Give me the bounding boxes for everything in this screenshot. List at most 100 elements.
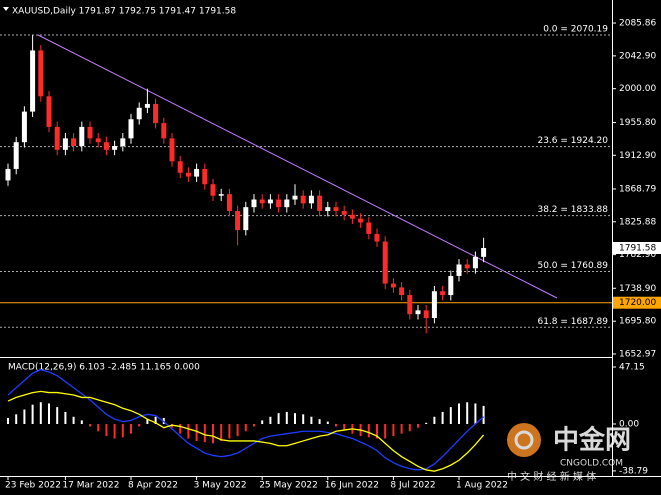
title-icon: [3, 7, 9, 11]
candle-body: [456, 264, 462, 276]
watermark-brand: 中金网: [553, 425, 631, 456]
candle-body: [46, 96, 52, 127]
candle-body: [382, 241, 388, 284]
candle-body: [300, 195, 306, 204]
y-tick-label: 2042.90: [619, 51, 656, 61]
candle-body: [284, 199, 290, 208]
candle-body: [161, 123, 167, 139]
candle-body: [292, 195, 298, 200]
candle-body: [390, 283, 396, 288]
candle-body: [267, 199, 273, 204]
candle-body: [62, 138, 68, 150]
watermark-logo: [507, 423, 541, 457]
y-tick-label: 1868.79: [619, 184, 656, 194]
last-price-box: [613, 241, 661, 254]
candle-body: [87, 126, 93, 139]
candle-body: [407, 295, 413, 315]
candle-body: [194, 168, 200, 177]
candle-body: [54, 126, 60, 150]
candle-body: [317, 195, 323, 211]
hline-label: 1720.00: [619, 298, 656, 308]
candle-body: [259, 199, 265, 204]
y-tick-label: -38.79: [619, 466, 648, 476]
candle-body: [349, 214, 355, 219]
candle-body: [144, 103, 150, 108]
candle-body: [464, 264, 470, 269]
x-tick-label: 8 Jul 2022: [390, 481, 435, 491]
candle-body: [440, 291, 446, 296]
y-tick-label: 1825.88: [619, 217, 656, 227]
fib-label: 38.2 = 1833.88: [537, 205, 608, 215]
candle-body: [358, 218, 364, 223]
candle-body: [185, 172, 191, 177]
watermark-site: CNGOLD.COM: [560, 459, 623, 469]
x-tick-label: 17 Mar 2022: [62, 481, 119, 491]
y-tick-label: 1738.90: [619, 284, 656, 294]
candle-body: [120, 138, 126, 147]
y-tick-label: 0.00: [619, 420, 639, 430]
x-tick-label: 16 Jun 2022: [325, 481, 379, 491]
y-tick-label: 2000.00: [619, 84, 656, 94]
candle-body: [202, 168, 208, 185]
candle-body: [218, 194, 224, 196]
candle-body: [95, 138, 101, 143]
fib-label: 61.8 = 1687.89: [537, 317, 608, 327]
candle-body: [153, 103, 159, 124]
fib-label: 23.6 = 1924.20: [537, 136, 608, 146]
y-tick-label: 1782.90: [619, 250, 656, 260]
candle-body: [423, 310, 429, 319]
candle-body: [341, 210, 347, 215]
y-tick-label: 1955.80: [619, 118, 656, 128]
candle-body: [177, 161, 183, 173]
x-tick-label: 8 Apr 2022: [128, 481, 178, 491]
y-tick-label: 1912.90: [619, 151, 656, 161]
candle-body: [399, 287, 405, 296]
candle-body: [415, 310, 421, 315]
fib-label: 50.0 = 1760.89: [537, 261, 608, 271]
candle-body: [431, 291, 437, 319]
x-tick-label: 1 Aug 2022: [456, 481, 508, 491]
candle-body: [276, 199, 282, 208]
candle-body: [13, 142, 19, 169]
x-tick-label: 3 May 2022: [194, 481, 247, 491]
candle-body: [472, 256, 478, 269]
candle-body: [79, 126, 85, 147]
candle-body: [30, 50, 36, 112]
candle-body: [112, 146, 118, 150]
candle-body: [308, 195, 314, 204]
candle-body: [448, 275, 454, 296]
macd-title: MACD(12,26,9) 6.103 -2.485 11.165 0.000: [8, 363, 200, 373]
last-price-label: 1791.58: [619, 243, 656, 253]
y-tick-label: 2085.86: [619, 19, 656, 29]
candle-body: [226, 194, 232, 211]
candle-body: [243, 207, 249, 231]
fib-label: 0.0 = 2070.19: [543, 25, 608, 35]
hline-label-box: [613, 296, 661, 309]
candle-body: [71, 138, 77, 147]
macd-line: [7, 390, 485, 472]
candle-body: [128, 119, 134, 139]
x-tick-label: 25 May 2022: [259, 481, 318, 491]
candle-body: [136, 107, 142, 120]
candle-body: [5, 168, 11, 181]
candle-body: [333, 207, 339, 211]
x-tick-label: 23 Feb 2022: [5, 481, 61, 491]
candle-body: [366, 222, 372, 234]
candle-body: [481, 247, 487, 257]
candle-body: [210, 184, 216, 196]
candle-body: [38, 50, 44, 97]
y-tick-label: 47.15: [619, 363, 645, 373]
candle-body: [21, 111, 27, 143]
candle-body: [374, 233, 380, 242]
watermark-logo-mark: [514, 430, 534, 450]
watermark: 中金网 CNGOLD.COM 中 文 财 经 新 媒 体: [507, 423, 631, 483]
chart-title: XAUUSD,Daily 1791.87 1792.75 1791.47 179…: [12, 7, 236, 17]
candle-body: [103, 142, 109, 150]
y-tick-label: 1652.97: [619, 349, 656, 359]
candle-body: [325, 207, 331, 211]
watermark-slogan: 中 文 财 经 新 媒 体: [507, 470, 596, 483]
candle-body: [251, 199, 257, 208]
